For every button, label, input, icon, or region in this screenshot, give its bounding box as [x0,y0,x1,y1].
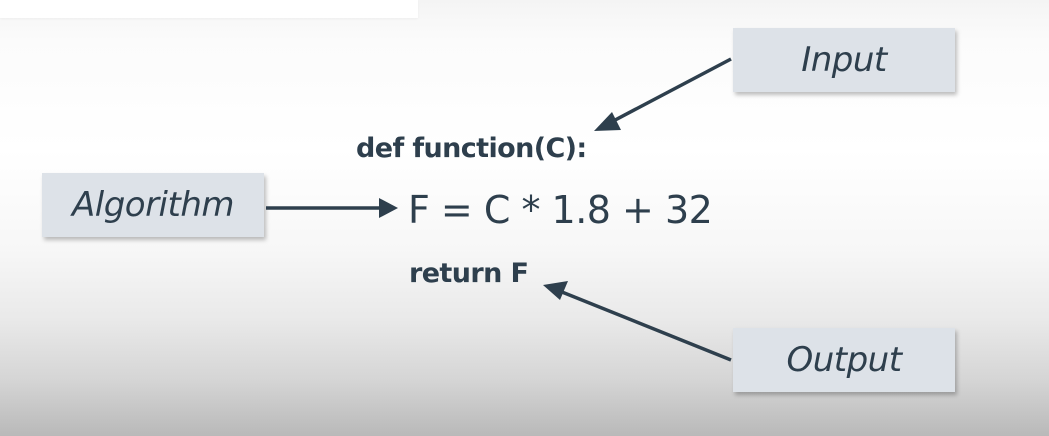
algorithm-label: Algorithm [71,185,235,225]
output-arrowhead [543,281,568,300]
conversion-formula: F = C * 1.8 + 32 [408,188,713,232]
output-label-box: Output [733,328,955,392]
output-label: Output [786,340,902,380]
output-arrow [551,286,732,362]
input-label-box: Input [733,28,955,92]
input-arrowhead [594,112,621,131]
function-definition: def function(C): [356,133,587,164]
return-statement: return F [409,258,529,289]
algorithm-label-box: Algorithm [42,173,264,237]
algorithm-arrowhead [379,198,398,218]
top-band [0,0,418,18]
input-label: Input [801,40,887,80]
input-arrow [599,57,732,130]
